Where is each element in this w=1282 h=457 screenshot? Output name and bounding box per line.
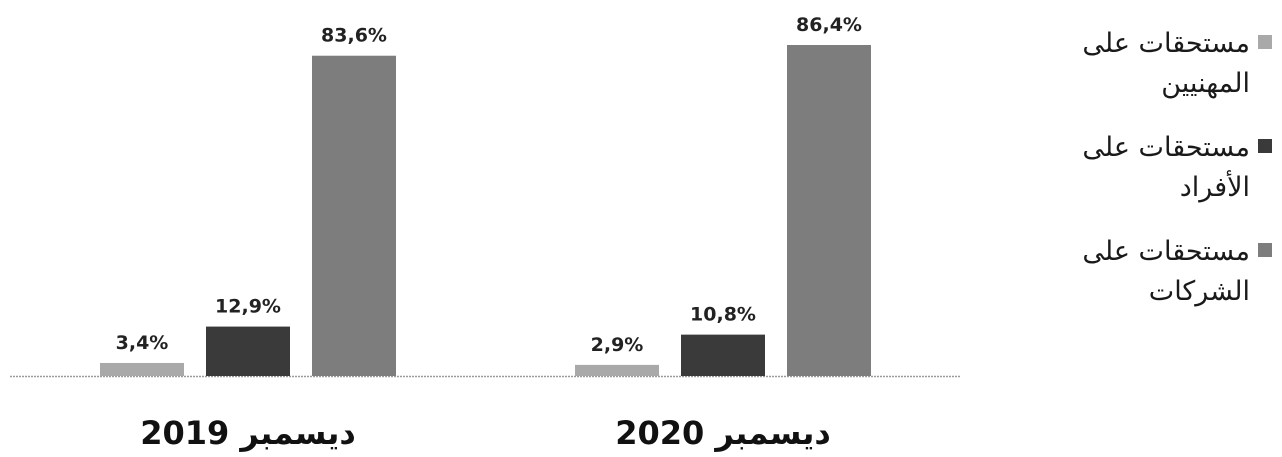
data-label: 2,9% <box>591 334 644 356</box>
data-label: 83,6% <box>321 25 387 47</box>
bar-1-2 <box>206 326 290 376</box>
legend-item-professionals: مستحقات على المهنيين <box>1010 24 1272 104</box>
bar-2-3 <box>787 45 871 376</box>
category-label: ديسمبر 2019 <box>140 414 356 452</box>
data-label: 3,4% <box>116 332 169 354</box>
labels-group: 3,4% 12,9% 83,6% ديسمبر 2019 2,9% 10,8% 86,4% د… <box>116 14 862 452</box>
data-label: 86,4% <box>796 14 862 36</box>
legend-item-companies: مستحقات على الشركات <box>1010 232 1272 312</box>
legend: مستحقات على المهنيين مستحقات على الأفراد… <box>1010 24 1272 336</box>
legend-label: مستحقات على الأفراد <box>1082 132 1250 203</box>
legend-item-individuals: مستحقات على الأفراد <box>1010 128 1272 208</box>
data-label: 12,9% <box>215 296 281 318</box>
data-label: 10,8% <box>690 304 756 326</box>
bar-1-3 <box>312 55 396 376</box>
bar-2-1 <box>575 364 659 376</box>
bars-group <box>100 45 871 376</box>
legend-swatch <box>1258 35 1272 49</box>
legend-label: مستحقات على المهنيين <box>1082 28 1250 99</box>
bar-2-2 <box>681 334 765 376</box>
category-label: ديسمبر 2020 <box>615 414 831 452</box>
legend-label: مستحقات على الشركات <box>1082 236 1250 307</box>
bar-1-1 <box>100 362 184 376</box>
legend-swatch <box>1258 139 1272 153</box>
legend-swatch <box>1258 243 1272 257</box>
